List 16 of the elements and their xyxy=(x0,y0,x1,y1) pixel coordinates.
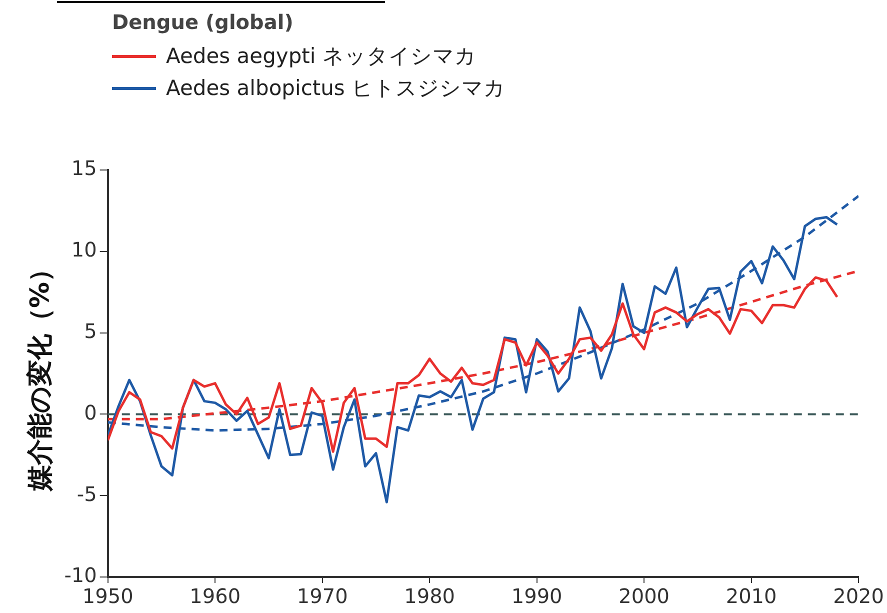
y-tick-label: 0 xyxy=(84,400,97,424)
x-tick-label: 2020 xyxy=(833,584,884,608)
y-tick-label: 5 xyxy=(84,319,97,344)
y-tick-label: 15 xyxy=(71,156,97,180)
legend-title: Dengue (global) xyxy=(112,10,294,34)
x-tick-label: 1960 xyxy=(190,584,241,608)
legend-label: Aedes albopictus ヒトスジシマカ xyxy=(166,75,506,102)
y-tick-label: -5 xyxy=(76,482,97,506)
x-tick-label: 2010 xyxy=(726,584,777,608)
legend-label: Aedes aegypti ネッタイシマカ xyxy=(166,43,476,70)
x-tick-label: 1990 xyxy=(511,584,562,608)
x-tick-label: 2000 xyxy=(618,584,670,608)
x-tick-label: 1970 xyxy=(296,584,348,608)
y-tick-label: 10 xyxy=(71,238,97,262)
y-axis-title: 媒介能の変化（%） xyxy=(25,256,56,492)
x-tick-label: 1980 xyxy=(404,584,456,608)
